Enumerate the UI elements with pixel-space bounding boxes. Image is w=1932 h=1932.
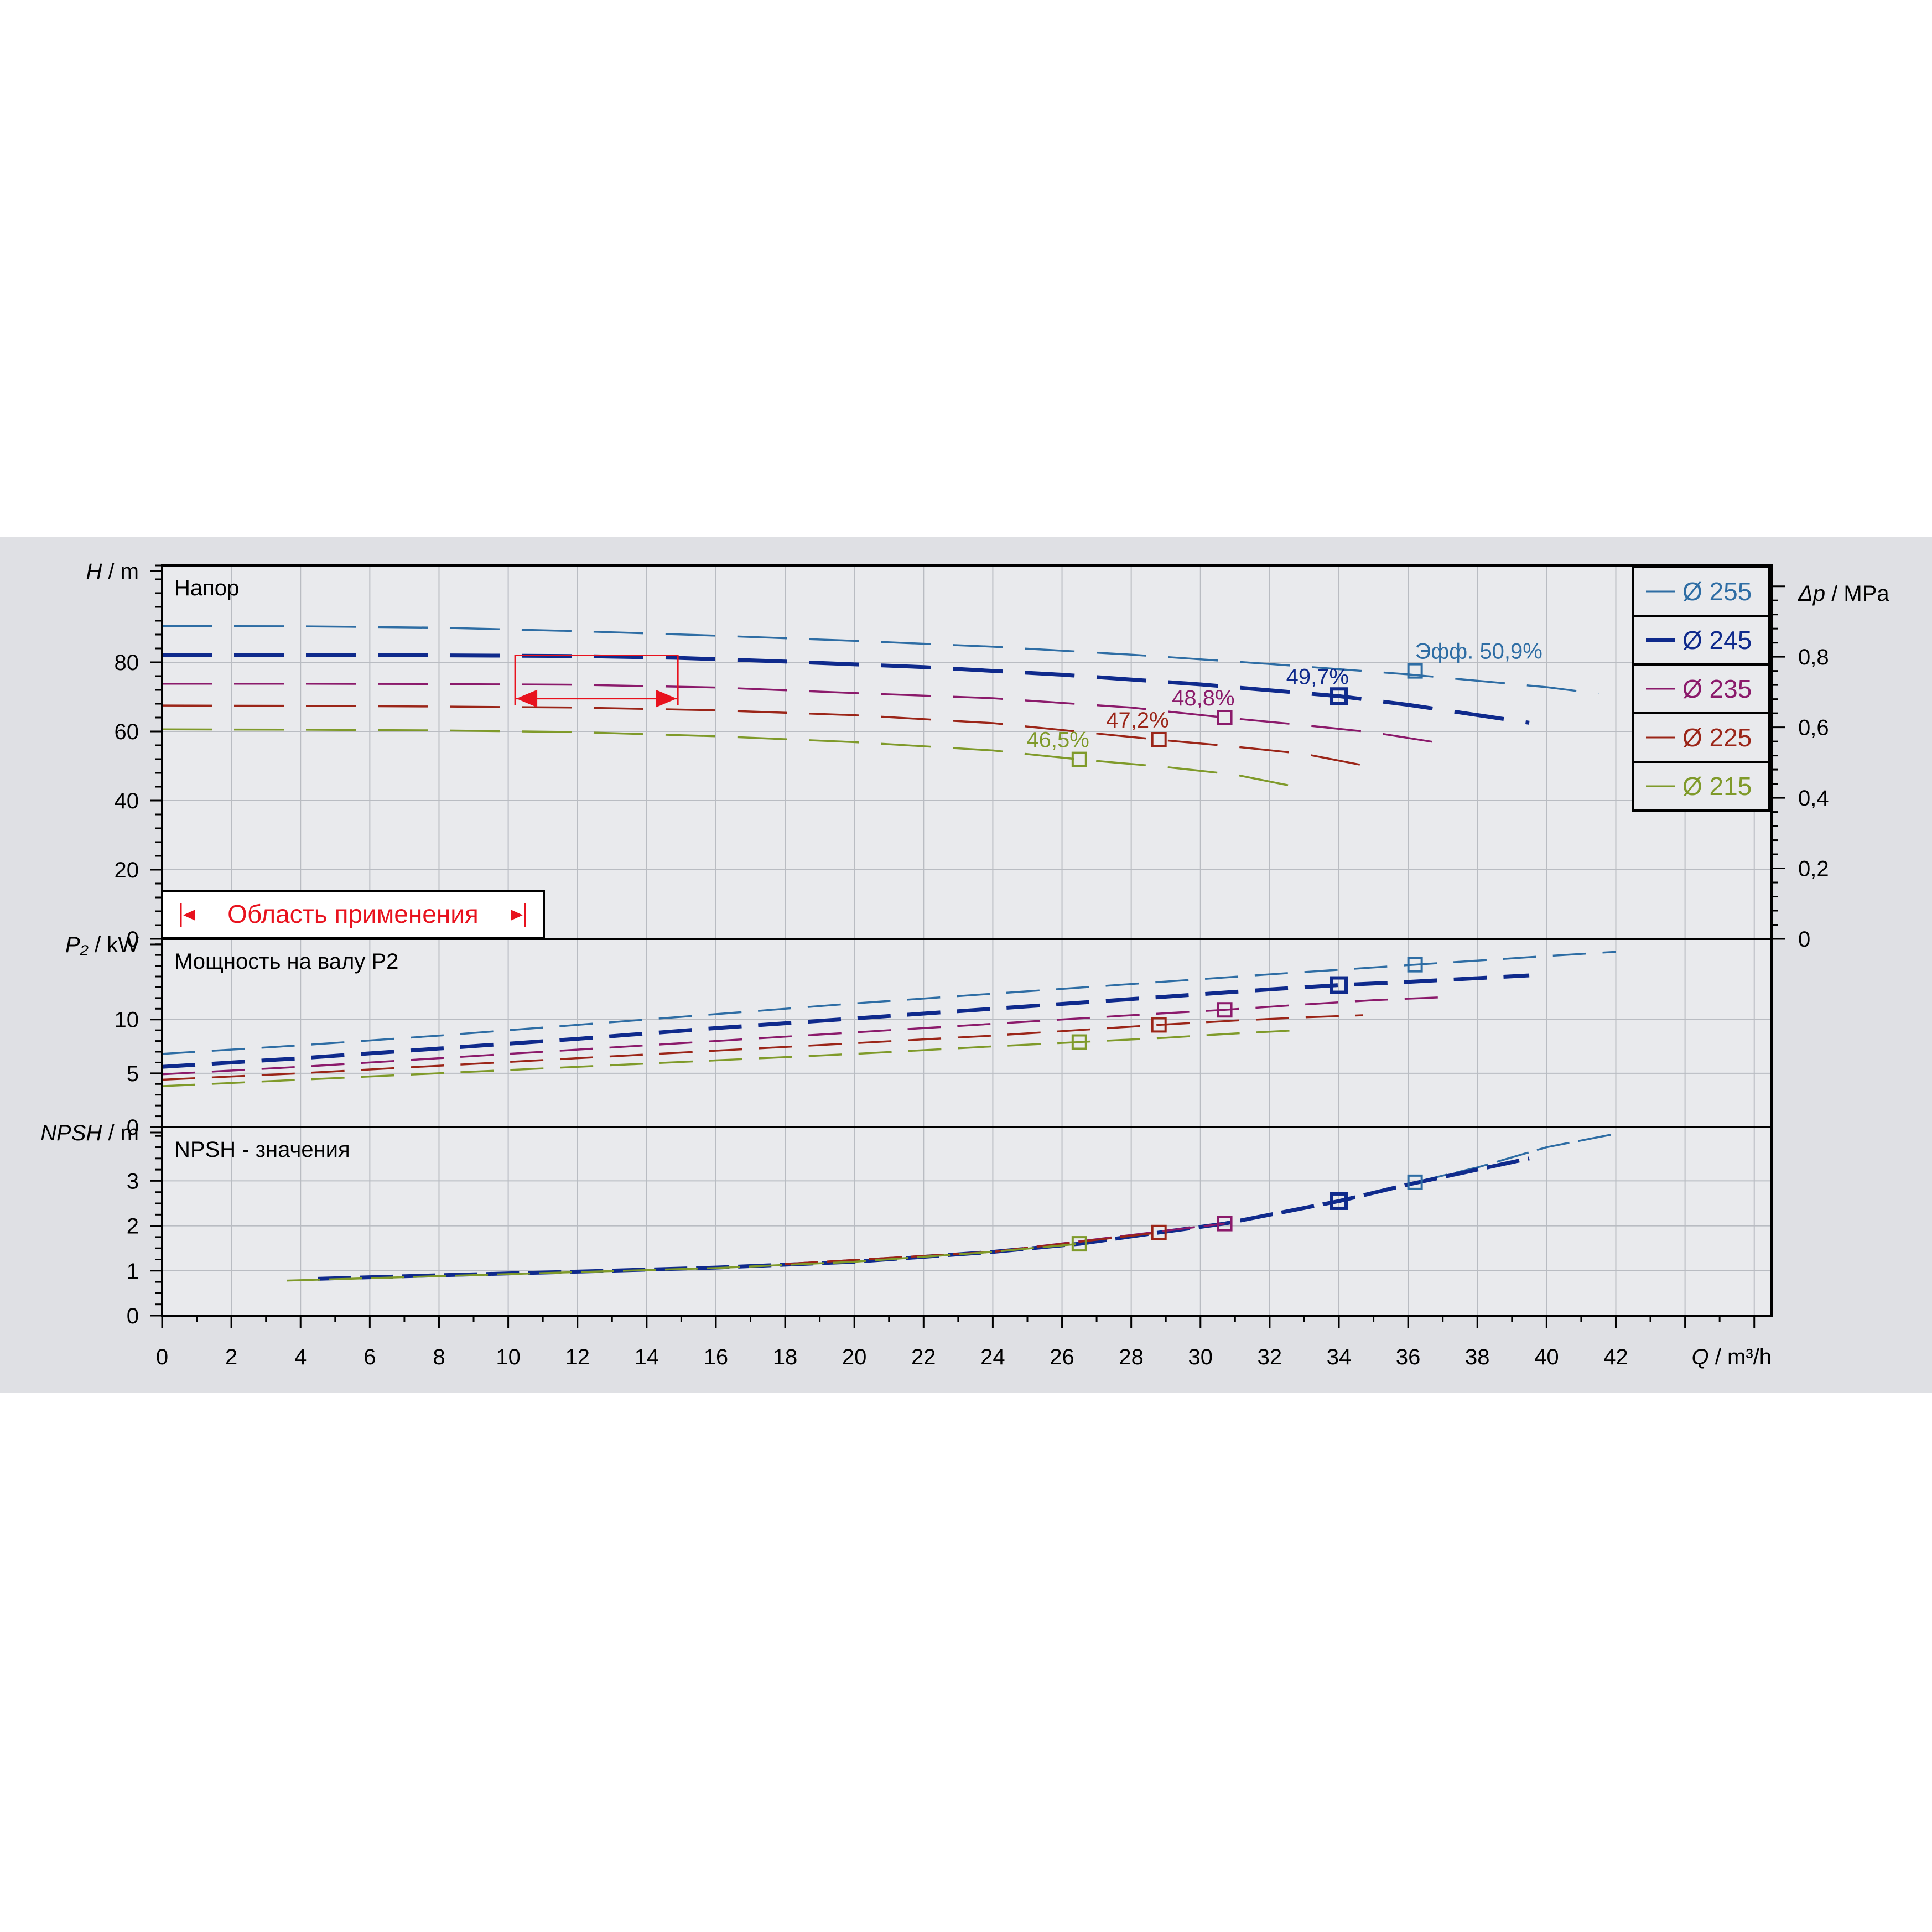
plot-area-background: [162, 565, 1772, 1316]
right-tick-label: 0: [1798, 927, 1810, 952]
y-tick-label: 0: [127, 927, 139, 952]
x-tick-label: 26: [1050, 1345, 1074, 1369]
y-tick-label: 60: [115, 720, 139, 744]
panel-title: NPSH - значения: [174, 1138, 350, 1162]
series-line: [162, 1029, 1298, 1087]
x-tick-label: 6: [363, 1345, 376, 1369]
panel-npsh: 0 1 2 3 NPSH / m NPSH - значения: [40, 1121, 1772, 1328]
x-axis-label: Q / m³/h: [1692, 1345, 1772, 1369]
right-axis-label: Δp / MPa: [1798, 581, 1889, 606]
right-tick-label: 0,6: [1798, 716, 1829, 740]
x-tick-label: 24: [980, 1345, 1005, 1369]
legend-label: Ø 215: [1682, 772, 1752, 801]
x-tick-label: 4: [294, 1345, 307, 1369]
y-axis-label: P₂ / kW: [65, 933, 139, 957]
x-tick-label: 20: [842, 1345, 867, 1369]
x-tick-label: 28: [1119, 1345, 1144, 1369]
efficiency-marker: [1217, 1002, 1233, 1018]
right-tick-label: 0,8: [1798, 645, 1829, 669]
series-line: [785, 1232, 1159, 1265]
application-range-label-arrow-right: [511, 910, 523, 921]
efficiency-label: Эфф. 50,9%: [1415, 640, 1543, 664]
y-tick-label: 0: [127, 1304, 139, 1328]
x-tick-label: 12: [565, 1345, 590, 1369]
x-tick-label: 16: [704, 1345, 729, 1369]
x-tick-label: 10: [496, 1345, 521, 1369]
application-range-arrow-left: [516, 689, 538, 708]
y-tick-label: 1: [127, 1259, 139, 1284]
plot-frame: [161, 564, 1773, 1317]
efficiency-marker: [1407, 957, 1423, 973]
series-line: [162, 653, 1530, 725]
series-line: [162, 996, 1450, 1076]
y-tick-label: 20: [115, 858, 139, 882]
efficiency-label: 49,7%: [1286, 664, 1349, 689]
right-tick-label: 0,4: [1798, 786, 1829, 811]
series-line: [162, 625, 1599, 695]
efficiency-marker: [1330, 976, 1348, 994]
x-tick-label: 14: [635, 1345, 659, 1369]
x-tick-label: 36: [1396, 1345, 1421, 1369]
legend-label: Ø 255: [1682, 577, 1752, 606]
application-range-label-arrow-left: [183, 910, 195, 921]
efficiency-marker: [1330, 687, 1348, 705]
efficiency-label: 47,2%: [1106, 708, 1168, 733]
x-tick-label: 32: [1258, 1345, 1282, 1369]
panel-title: Напор: [174, 576, 239, 600]
y-tick-label: 40: [115, 789, 139, 813]
x-tick-label: 38: [1465, 1345, 1490, 1369]
x-tick-label: 42: [1603, 1345, 1628, 1369]
efficiency-marker: [1407, 1174, 1423, 1190]
x-tick-label: 34: [1327, 1345, 1352, 1369]
legend-label: Ø 235: [1682, 674, 1752, 703]
efficiency-marker: [1330, 1192, 1348, 1210]
panel-title: Мощность на валу P2: [174, 949, 398, 974]
y-tick-label: 10: [115, 1008, 139, 1032]
x-tick-label: 18: [773, 1345, 798, 1369]
panel-power: 0 5 10 P₂ / kW Мощность на валу P2: [65, 933, 1772, 1140]
y-axis-label: NPSH / m: [40, 1121, 139, 1145]
efficiency-marker: [1217, 710, 1233, 725]
efficiency-marker: [1071, 1034, 1087, 1050]
application-range-label-box: [161, 890, 545, 939]
series-line: [162, 728, 1298, 788]
efficiency-marker: [1151, 1224, 1167, 1240]
y-tick-label: 80: [115, 651, 139, 675]
x-tick-label: 8: [433, 1345, 445, 1369]
efficiency-marker: [1071, 1236, 1087, 1252]
legend: Ø 255 Ø 245 Ø 235 Ø 225 Ø 215: [1632, 566, 1770, 812]
legend-label: Ø 245: [1682, 626, 1752, 655]
y-tick-label: 3: [127, 1169, 139, 1193]
efficiency-label: 48,8%: [1172, 686, 1234, 710]
series-line: [287, 1243, 1079, 1282]
series-line: [162, 1014, 1363, 1081]
application-range-bracket: [514, 655, 679, 705]
legend-label: Ø 225: [1682, 723, 1752, 752]
right-tick-label: 0,2: [1798, 857, 1829, 881]
x-tick-label: 40: [1534, 1345, 1559, 1369]
y-tick-label: 2: [127, 1214, 139, 1239]
x-tick-label: 2: [225, 1345, 237, 1369]
application-range-label: Область применения: [227, 900, 479, 928]
y-axis-label: H / m: [86, 559, 139, 584]
series-line: [162, 951, 1616, 1055]
efficiency-marker: [1151, 1017, 1167, 1033]
efficiency-marker: [1071, 751, 1087, 767]
series-line: [162, 683, 1450, 746]
y-tick-label: 0: [127, 1115, 139, 1140]
efficiency-marker: [1151, 732, 1167, 747]
panel-head: 0 20 40 60 80 H / m Напор 0 0,2 0,4 0,6 0,8 Δp / MPa…: [86, 559, 1889, 952]
y-tick-label: 5: [127, 1062, 139, 1086]
application-range-arrow-right: [656, 689, 677, 708]
x-tick-label: 22: [911, 1345, 936, 1369]
efficiency-marker: [1407, 663, 1423, 679]
series-line: [162, 973, 1530, 1069]
efficiency-label: 46,5%: [1026, 728, 1089, 752]
x-tick-label: 0: [156, 1345, 168, 1369]
x-tick-label: 30: [1188, 1345, 1213, 1369]
series-line: [162, 704, 1364, 766]
efficiency-marker: [1217, 1216, 1233, 1232]
